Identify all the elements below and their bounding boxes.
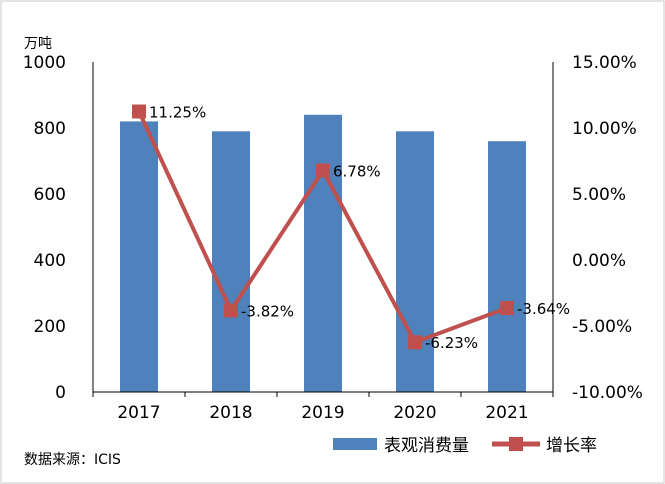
line-marker (316, 163, 330, 178)
line-data-labels: 11.25% -3.82% 6.78% -6.23% -3.64% (149, 104, 570, 353)
right-tick-label: -10.00% (572, 383, 643, 403)
legend-label-bar: 表观消费量 (384, 436, 469, 456)
legend-swatch-bar (333, 438, 377, 450)
x-tick-label: 2018 (209, 403, 252, 423)
bar (488, 141, 526, 392)
line-series (132, 104, 514, 350)
left-axis-ticks: 0 200 400 600 800 1000 (23, 53, 66, 403)
bar (304, 114, 342, 393)
right-tick-label: 0.00% (572, 251, 626, 271)
right-tick-label: 15.00% (572, 53, 637, 73)
bar (120, 121, 158, 393)
right-tick-label: 10.00% (572, 119, 637, 139)
line-marker (408, 335, 422, 350)
line-data-label: 6.78% (333, 163, 381, 181)
legend-label-line: 增长率 (546, 436, 597, 456)
x-tick-label: 2019 (301, 403, 344, 423)
left-tick-label: 600 (34, 185, 66, 205)
line-data-label: -6.23% (425, 334, 478, 352)
x-tick-label: 2021 (485, 403, 528, 423)
left-tick-label: 400 (34, 251, 66, 271)
x-axis-ticks: 2017 2018 2019 2020 2021 (117, 403, 528, 423)
line-marker (500, 301, 514, 316)
left-tick-label: 0 (55, 383, 66, 403)
axes (92, 62, 554, 397)
left-tick-label: 800 (34, 119, 66, 139)
bar (212, 131, 250, 393)
y-axis-unit: 万吨 (24, 36, 52, 52)
x-tick-label: 2017 (117, 403, 160, 423)
right-axis-ticks: -10.00% -5.00% 0.00% 5.00% 10.00% 15.00% (572, 53, 643, 403)
bar-series (120, 114, 526, 393)
line-marker (132, 104, 146, 119)
line-data-label: -3.82% (241, 302, 294, 320)
legend: 表观消费量 增长率 (333, 436, 597, 456)
left-tick-label: 200 (34, 317, 66, 337)
right-tick-label: -5.00% (572, 317, 632, 337)
bar (396, 131, 434, 393)
right-tick-label: 5.00% (572, 185, 626, 205)
left-tick-label: 1000 (23, 53, 66, 73)
source-note: 数据来源：ICIS (24, 452, 121, 468)
line-marker (224, 303, 238, 318)
legend-swatch-marker (509, 437, 523, 451)
line-data-label: -3.64% (517, 300, 570, 318)
line-data-label: 11.25% (149, 104, 206, 122)
x-tick-label: 2020 (393, 403, 436, 423)
